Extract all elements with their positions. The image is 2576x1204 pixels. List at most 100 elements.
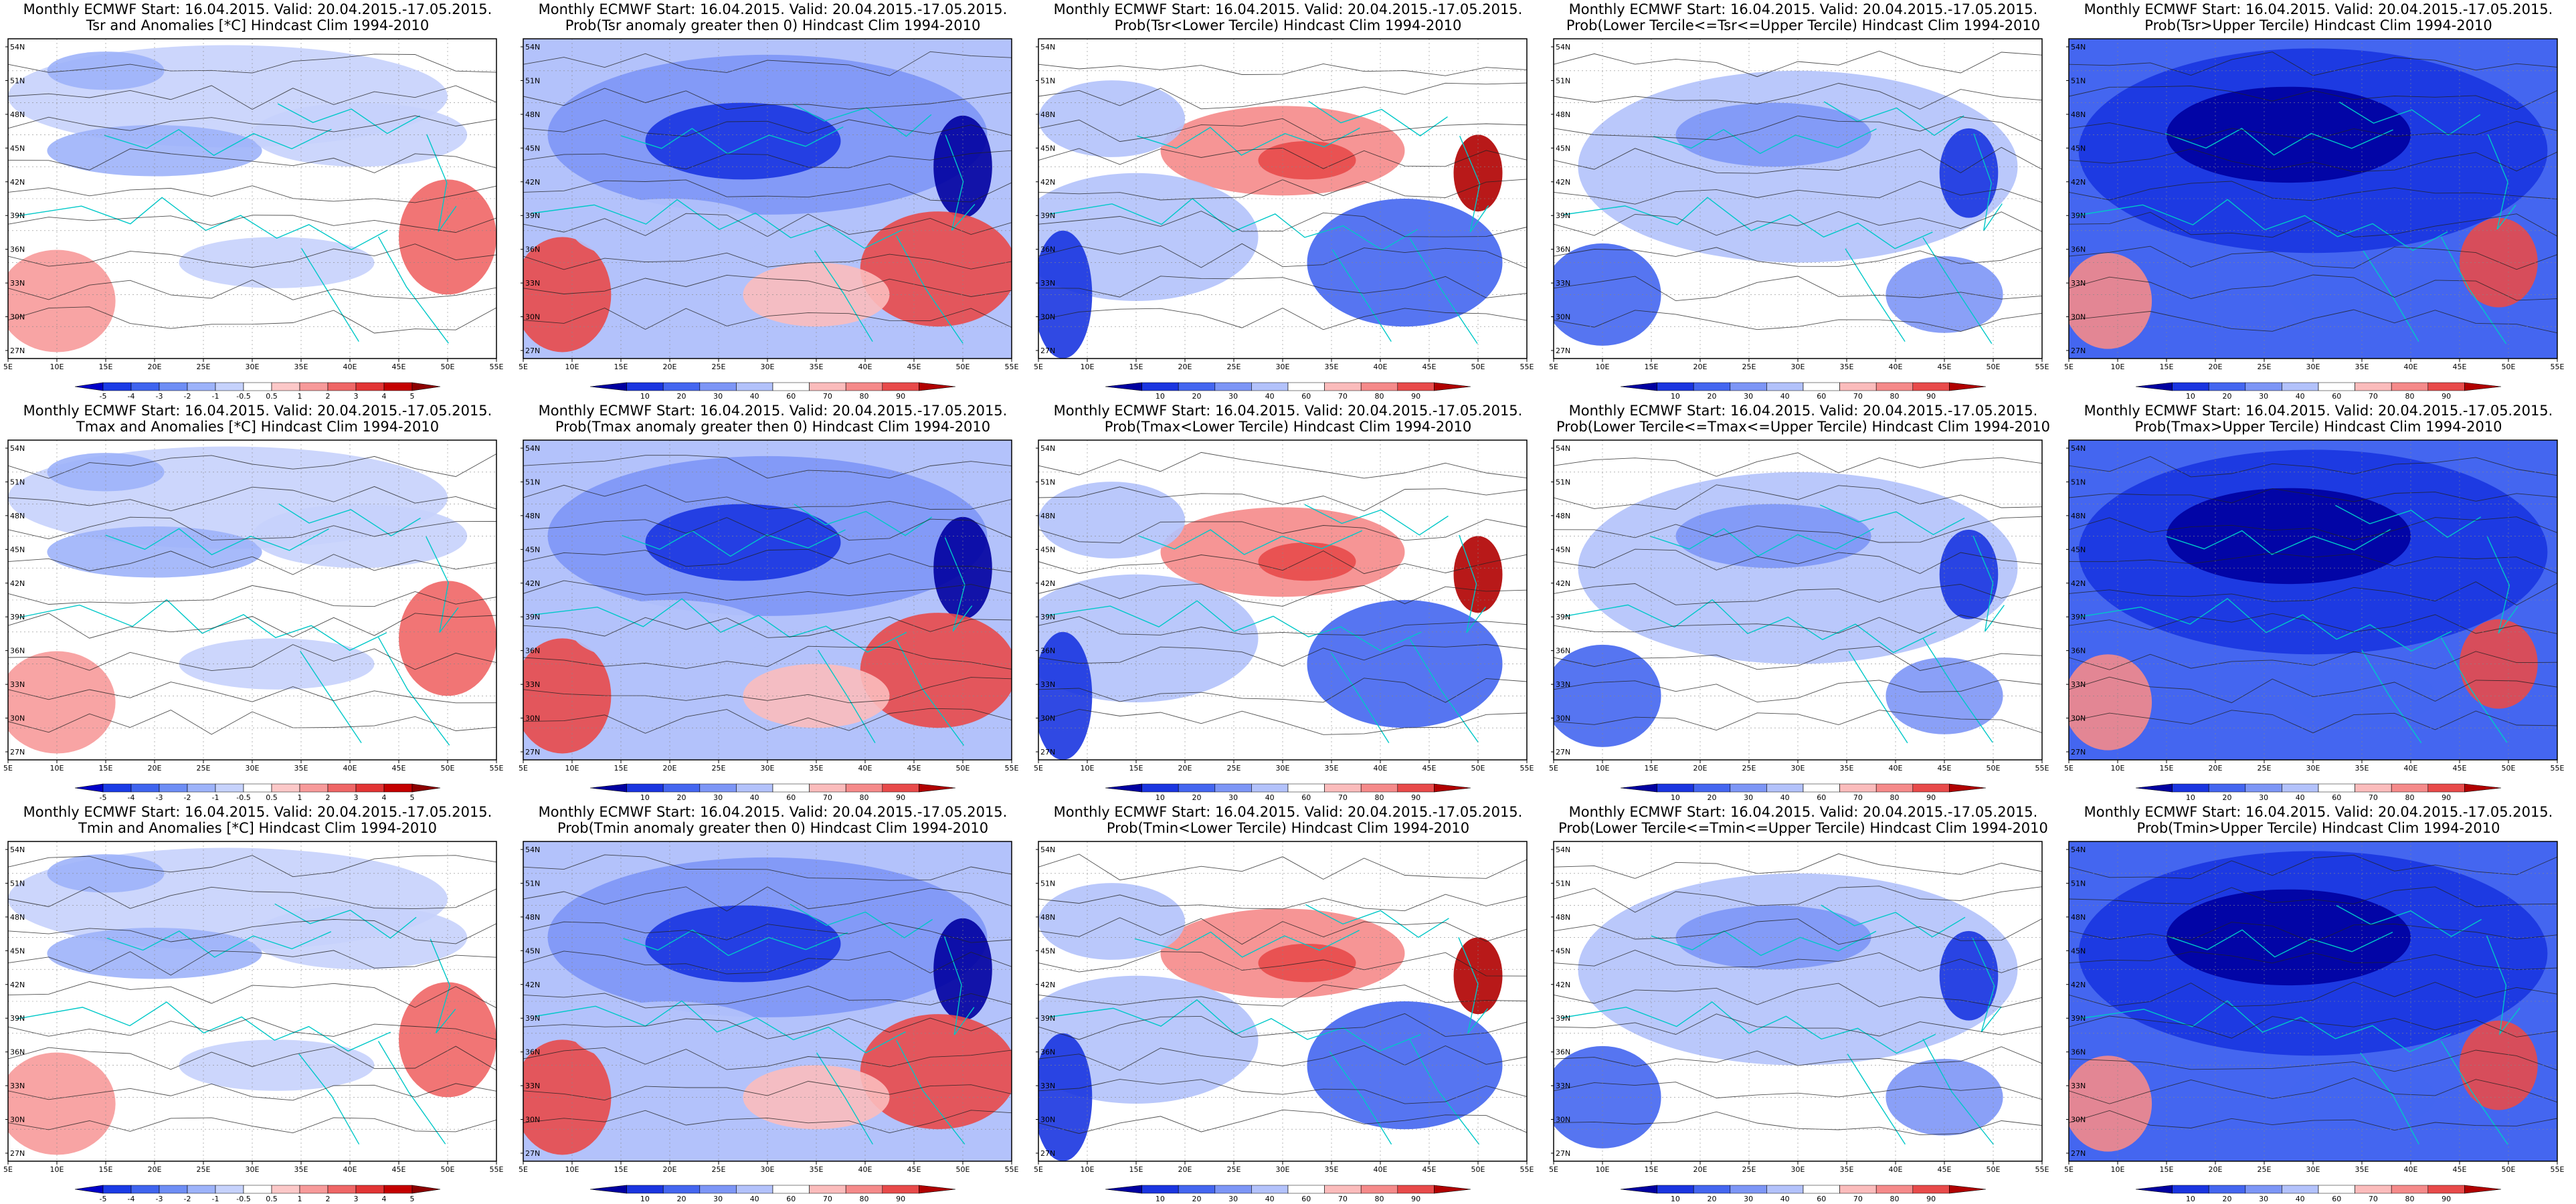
lat-tick-label: 33N	[1556, 1082, 1570, 1090]
lat-tick-label: 33N	[2071, 680, 2086, 689]
lat-tick-label: 42N	[2071, 579, 2086, 588]
lon-tick-label: 20E	[1693, 764, 1708, 773]
colorbar-swatch	[243, 382, 272, 391]
map-panel: Monthly ECMWF Start: 16.04.2015. Valid: …	[2061, 803, 2576, 1204]
coastline	[377, 1041, 446, 1144]
colorbar-label: 5	[410, 392, 415, 401]
colorbar-swatch	[187, 382, 216, 391]
field-region	[523, 638, 612, 754]
contour-line	[8, 148, 496, 173]
colorbar-swatch	[882, 1185, 919, 1194]
map-panel: Monthly ECMWF Start: 16.04.2015. Valid: …	[1546, 803, 2061, 1204]
lat-tick-label: 36N	[1556, 1048, 1570, 1057]
colorbar-swatch	[736, 1185, 773, 1194]
field-region	[933, 115, 992, 218]
coastline	[2166, 528, 2391, 555]
colorbar-swatch	[1178, 783, 1216, 793]
contour-line	[523, 1110, 1012, 1134]
lat-tick-label: 39N	[10, 211, 25, 220]
colorbar-label: 70	[823, 1195, 832, 1203]
lat-tick-label: 51N	[10, 76, 25, 85]
lon-tick-label: 35E	[1325, 764, 1339, 773]
colorbar-swatch	[736, 783, 773, 793]
contour-line	[1554, 1111, 2042, 1136]
lon-tick-label: 30E	[2306, 1165, 2320, 1174]
lat-tick-label: 51N	[1556, 478, 1570, 486]
coastline	[1304, 504, 1449, 536]
colorbar-swatch	[1360, 783, 1398, 793]
colorbar-swatch	[772, 783, 810, 793]
lon-tick-label: 30E	[1791, 363, 1805, 371]
lat-tick-label: 30N	[1556, 313, 1570, 322]
coastline	[1459, 136, 1489, 233]
panel-title-line2: Prob(Tmax anomaly greater then 0) Hindca…	[555, 419, 991, 435]
colorbar-label: 40	[2296, 793, 2305, 802]
lat-tick-label: 51N	[1556, 76, 1570, 85]
lon-tick-label: 55E	[1005, 764, 1019, 773]
field-region	[1038, 80, 1185, 157]
colorbar-label: 30	[1228, 793, 1238, 802]
coastline	[793, 103, 932, 137]
lon-tick-label: 25E	[1742, 1165, 1756, 1174]
lon-tick-label: 45E	[907, 363, 921, 371]
coastline	[377, 637, 450, 746]
lat-tick-label: 45N	[10, 946, 25, 955]
lon-tick-label: 55E	[2035, 1165, 2049, 1174]
colorbar-label: 1	[298, 1195, 302, 1203]
colorbar-label: 80	[1375, 1195, 1384, 1203]
lon-tick-label: 15E	[1129, 363, 1143, 371]
lat-tick-label: 42N	[1556, 579, 1570, 588]
lon-tick-label: 40E	[1374, 363, 1388, 371]
lat-tick-label: 36N	[10, 647, 25, 656]
lat-tick-label: 39N	[1040, 613, 1055, 621]
contour-line	[1554, 247, 2042, 267]
colorbar-label: 10	[640, 1195, 650, 1203]
field-region	[1554, 1045, 1661, 1148]
colorbar-label: -1	[212, 793, 219, 802]
lon-tick-label: 5E	[3, 1165, 13, 1174]
field-region	[252, 102, 468, 167]
colorbar-label: 90	[1926, 1195, 1936, 1203]
contour-line	[523, 950, 1012, 975]
lon-tick-label: 55E	[1520, 764, 1534, 773]
colorbar-label: 10	[1156, 1195, 1165, 1203]
colorbar-swatch	[383, 382, 413, 391]
contour-line	[1554, 1046, 2042, 1067]
colorbar-swatch	[626, 783, 664, 793]
lon-tick-label: 10E	[50, 1165, 64, 1174]
lon-tick-label: 35E	[810, 764, 824, 773]
colorbar-swatch	[1324, 1185, 1362, 1194]
map-panel: Monthly ECMWF Start: 16.04.2015. Valid: …	[0, 401, 515, 803]
colorbar-swatch	[809, 1185, 846, 1194]
map-panel: Monthly ECMWF Start: 16.04.2015. Valid: …	[2061, 401, 2576, 803]
contour-line	[1554, 1013, 2042, 1037]
lat-tick-label: 39N	[2071, 211, 2086, 220]
lon-tick-label: 30E	[246, 764, 260, 773]
colorbar-swatch	[1251, 783, 1289, 793]
lat-tick-label: 30N	[10, 313, 25, 322]
field-region	[1578, 472, 2018, 664]
colorbar-swatch	[1766, 382, 1804, 391]
colorbar-label: 2	[326, 1195, 331, 1203]
coastline	[106, 930, 332, 958]
panel-title-line1: Monthly ECMWF Start: 16.04.2015. Valid: …	[538, 804, 1008, 820]
lat-tick-label: 27N	[1040, 346, 1055, 355]
contour-line	[1554, 181, 2042, 205]
colorbar-swatch	[626, 1185, 664, 1194]
colorbar-swatch	[355, 1185, 385, 1194]
coastline	[1305, 904, 1449, 938]
colorbar-label: 10	[2186, 793, 2195, 802]
lat-tick-label: 33N	[10, 680, 25, 689]
colorbar-swatch	[662, 1185, 701, 1194]
lat-tick-label: 54N	[1040, 845, 1055, 854]
colorbar-label: 40	[1780, 392, 1790, 401]
lon-tick-label: 45E	[2453, 1165, 2467, 1174]
lat-tick-label: 51N	[2071, 478, 2086, 486]
lon-tick-label: 30E	[2306, 363, 2320, 371]
colorbar-swatch	[159, 783, 188, 793]
lat-tick-label: 27N	[2071, 346, 2086, 355]
contour-line	[1554, 211, 2042, 236]
contour-line	[2069, 1078, 2557, 1104]
contour-line	[8, 855, 496, 878]
coastline	[2335, 504, 2482, 538]
